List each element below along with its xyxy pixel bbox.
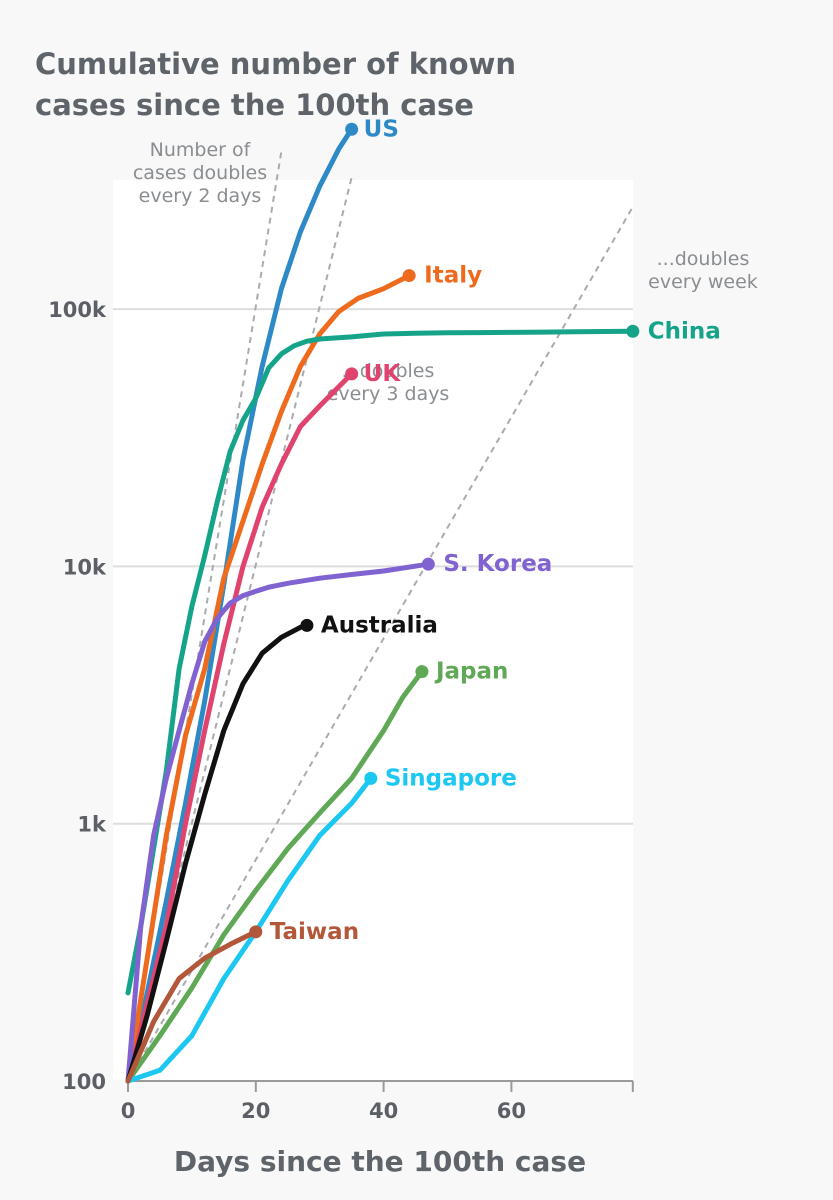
tick-labels: 100 1k 10k 100k 0 20 40 60	[48, 298, 526, 1123]
x-tick-label: 20	[241, 1099, 270, 1123]
reference-line-label: every 3 days	[327, 383, 450, 405]
reference-line-label: ...doubles	[657, 248, 750, 270]
reference-line-label: cases doubles	[133, 162, 267, 184]
series-end-point	[345, 122, 359, 136]
reference-line-label: every week	[648, 271, 758, 293]
series-end-point	[626, 324, 640, 338]
series-line	[125, 273, 412, 1084]
series-label: Singapore	[385, 765, 517, 791]
series-label: S. Korea	[443, 551, 552, 577]
chart-title: Cumulative number of known cases since t…	[35, 47, 517, 122]
series-line	[125, 669, 425, 1084]
series-end-point	[415, 665, 429, 679]
series-label: China	[648, 318, 721, 344]
series-line	[125, 371, 355, 1084]
series-label: Australia	[321, 612, 438, 638]
y-tick-label: 100	[62, 1070, 106, 1094]
series-end-point	[300, 618, 314, 632]
series-label: Japan	[434, 659, 508, 685]
series-end-point	[421, 557, 435, 571]
series-line	[125, 622, 310, 1084]
reference-line-label: every 2 days	[139, 185, 262, 207]
y-tick-label: 100k	[48, 298, 107, 322]
series-label: US	[364, 116, 399, 142]
series-line	[125, 561, 431, 1084]
x-tick-label: 0	[121, 1099, 136, 1123]
reference-line-label: Number of	[150, 139, 252, 161]
data-series: US Italy China UK S. Korea Australia Japan Sing…	[125, 116, 721, 1084]
series-end-point	[249, 925, 263, 939]
series-line	[125, 126, 355, 1084]
y-tick-label: 10k	[63, 555, 107, 579]
series-line	[125, 929, 259, 1084]
series-label: Italy	[424, 263, 482, 289]
series-line	[125, 328, 636, 996]
doubling-reference-line	[127, 206, 634, 1082]
y-tick-label: 1k	[77, 813, 107, 837]
reference-line-label: ...doubles	[342, 360, 435, 382]
series-end-point	[345, 367, 359, 381]
series-end-point	[364, 771, 378, 785]
series-label: UK	[364, 361, 402, 387]
series-end-point	[402, 269, 416, 283]
x-axis-label: Days since the 100th case	[174, 1145, 586, 1178]
series-label: Taiwan	[270, 919, 359, 945]
x-tick-label: 60	[497, 1099, 526, 1123]
x-tick-label: 40	[369, 1099, 398, 1123]
